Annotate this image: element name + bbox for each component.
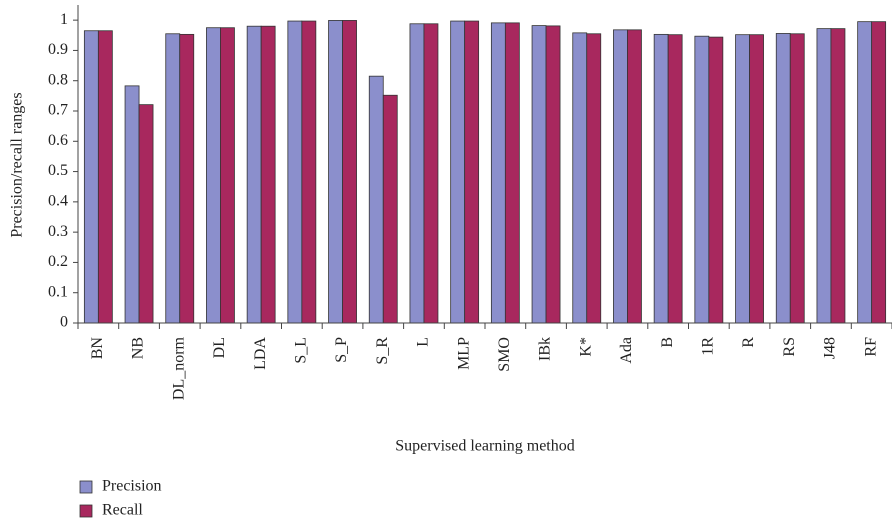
x-tick-label: SMO: [496, 337, 513, 372]
bar: [789, 33, 805, 324]
bar: [830, 28, 846, 324]
bar: [382, 94, 398, 324]
x-tick-label: Ada: [618, 337, 635, 364]
x-tick-label: K*: [577, 337, 594, 357]
bar: [775, 33, 791, 324]
bar: [165, 33, 181, 324]
bar: [246, 25, 262, 324]
y-axis-title: Precision/recall ranges: [9, 92, 26, 237]
bar: [83, 30, 99, 324]
bar: [857, 21, 873, 324]
bar: [450, 20, 466, 324]
y-tick-label: 0.8: [48, 71, 68, 88]
bar: [871, 21, 887, 324]
bar: [368, 75, 384, 324]
x-tick-label: R: [740, 337, 757, 348]
bar: [97, 30, 113, 324]
x-tick-label: NB: [130, 337, 147, 359]
bar: [694, 35, 710, 324]
bar: [572, 32, 588, 324]
legend-label: Precision: [102, 478, 162, 495]
bar: [301, 20, 317, 324]
bar: [545, 25, 561, 324]
bar: [179, 33, 195, 324]
y-tick-label: 0: [60, 314, 68, 331]
bar: [749, 34, 764, 324]
x-tick-label: J48: [822, 337, 839, 359]
bar: [138, 104, 154, 324]
x-tick-label: S_L: [293, 337, 310, 364]
x-tick-label: RS: [781, 337, 798, 357]
y-tick-label: 0.3: [48, 223, 68, 240]
y-tick-label: 0.4: [48, 193, 68, 210]
x-tick-label: DL_norm: [170, 336, 187, 400]
y-tick-label: 0.1: [48, 283, 68, 300]
y-tick-label: 0.6: [48, 132, 68, 149]
bar: [328, 20, 343, 324]
y-tick-label: 0.5: [48, 162, 68, 179]
bar: [206, 27, 221, 324]
bar: [816, 28, 832, 324]
x-tick-label: RF: [862, 337, 879, 357]
bar: [667, 34, 683, 324]
x-tick-label: 1R: [700, 337, 717, 356]
legend-label: Recall: [102, 502, 143, 519]
bar: [124, 85, 140, 324]
legend-swatch: [79, 504, 93, 518]
bar: [423, 23, 439, 324]
bar: [627, 29, 642, 324]
legend-swatch: [79, 480, 93, 494]
bar: [287, 20, 303, 324]
bar: [613, 29, 628, 324]
y-tick-label: 0.9: [48, 41, 68, 58]
bar: [653, 33, 669, 324]
bar: [586, 33, 602, 324]
x-tick-label: S_P: [333, 337, 350, 363]
y-tick-label: 0.2: [48, 253, 68, 270]
x-tick-label: L: [415, 337, 432, 347]
x-tick-label: IBk: [537, 337, 554, 361]
bar: [220, 27, 235, 324]
bar: [531, 25, 547, 324]
bar: [409, 23, 425, 324]
bar: [504, 22, 520, 324]
x-tick-label: BN: [89, 337, 106, 360]
bar: [490, 22, 506, 324]
x-tick-label: MLP: [455, 337, 472, 370]
x-tick-label: B: [659, 337, 676, 348]
bar: [260, 25, 276, 324]
bar: [708, 36, 724, 324]
x-tick-label: DL: [211, 337, 228, 358]
x-tick-label: LDA: [252, 337, 269, 370]
y-tick-label: 0.7: [48, 102, 68, 119]
bar: [342, 20, 357, 324]
y-tick-label: 1: [60, 11, 68, 28]
bar: [464, 20, 480, 324]
x-axis-title: Supervised learning method: [395, 438, 575, 455]
x-tick-label: S_R: [374, 337, 391, 365]
bar: [735, 34, 750, 324]
